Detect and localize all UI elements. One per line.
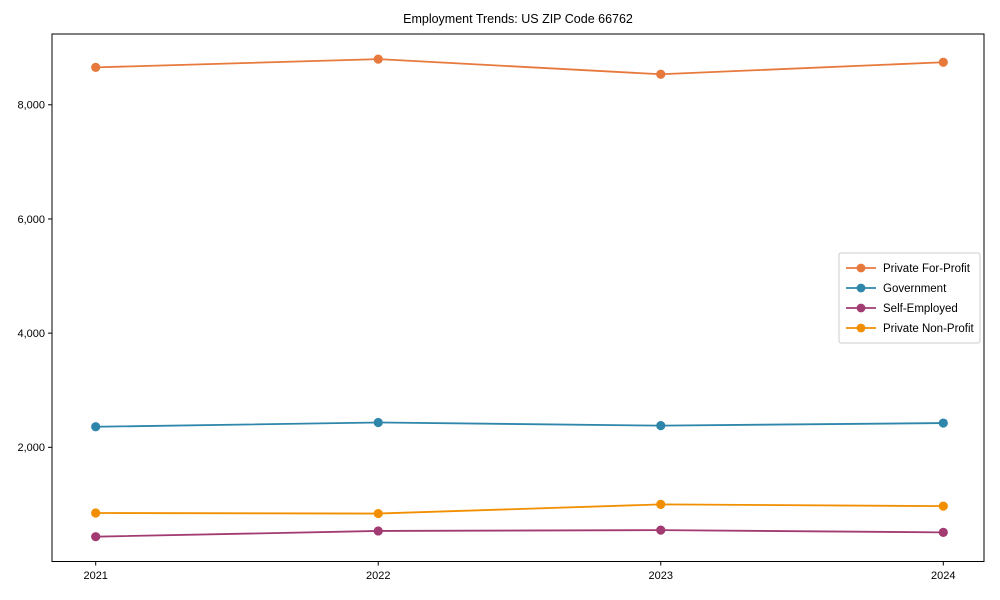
data-point-marker	[656, 525, 666, 535]
x-tick-label: 2024	[931, 570, 955, 582]
data-point-marker	[373, 54, 383, 64]
x-tick-label: 2022	[366, 570, 390, 582]
legend-marker	[856, 283, 866, 293]
x-axis-ticks: 2021 2022 2023 2024	[83, 561, 956, 582]
data-point-marker	[656, 499, 666, 510]
legend-entry: Private For-Profit	[846, 263, 971, 275]
y-tick-label: 8,000	[17, 100, 45, 112]
data-series	[91, 54, 948, 542]
data-point-marker	[938, 418, 948, 428]
series-line	[95, 529, 944, 538]
y-tick-label: 6,000	[17, 214, 45, 226]
series-line	[95, 503, 944, 515]
legend-entry-label: Self-Employed	[883, 303, 958, 315]
legend-entry: Self-Employed	[846, 303, 958, 315]
legend-entry: Government	[846, 283, 947, 295]
data-point-marker	[91, 532, 101, 542]
y-tick-label: 4,000	[17, 328, 45, 340]
series-private-for-profit	[91, 54, 948, 79]
legend-entry-label: Private Non-Profit	[883, 323, 975, 335]
legend: Private For-Profit Government Self-Employe…	[838, 252, 981, 344]
data-point-marker	[938, 57, 948, 67]
y-tick-label: 2,000	[17, 442, 45, 454]
series-private-non-profit	[91, 499, 948, 519]
data-point-marker	[91, 508, 101, 518]
legend-marker	[856, 303, 866, 313]
legend-entry-label: Government	[883, 283, 947, 295]
legend-box	[838, 252, 981, 344]
data-point-marker	[656, 69, 666, 79]
data-point-marker	[373, 417, 383, 428]
data-point-marker	[373, 508, 383, 519]
series-line	[95, 421, 944, 428]
data-point-marker	[373, 526, 383, 536]
series-self-employed	[91, 525, 948, 542]
data-point-marker	[91, 422, 101, 432]
data-point-marker	[91, 62, 101, 72]
x-tick-label: 2023	[649, 570, 673, 582]
series-line	[95, 58, 944, 76]
legend-entry: Private Non-Profit	[846, 323, 975, 335]
data-point-marker	[938, 501, 948, 511]
legend-marker	[856, 323, 866, 333]
x-tick-label: 2021	[83, 570, 107, 582]
plot-area-border	[51, 33, 985, 562]
data-point-marker	[938, 527, 948, 537]
series-government	[91, 417, 948, 432]
data-point-marker	[656, 421, 666, 431]
chart-title: Employment Trends: US ZIP Code 66762	[403, 12, 633, 26]
y-axis-ticks: 2,000 4,000 6,000 8,000	[17, 100, 52, 454]
legend-marker	[856, 263, 866, 273]
legend-entry-label: Private For-Profit	[883, 263, 971, 275]
